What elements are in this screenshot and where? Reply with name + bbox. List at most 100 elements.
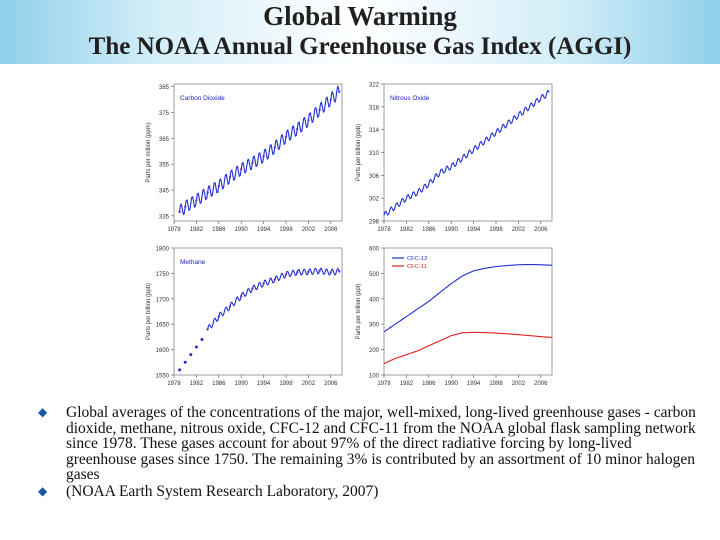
data-point — [262, 282, 265, 285]
y-tick-label: 400 — [369, 297, 380, 303]
x-tick-label: 1994 — [257, 227, 271, 233]
y-tick-label: 355 — [159, 163, 170, 169]
x-tick-label: 2002 — [302, 227, 316, 233]
y-tick-label: 600 — [369, 247, 380, 253]
chart-panel-3: 1550 1600 1650 1700 1750 1800 1978 1982 1986 1990… — [146, 247, 343, 387]
y-tick-label: 365 — [159, 137, 170, 143]
data-point — [329, 98, 332, 101]
data-point — [217, 184, 220, 188]
x-tick-label: 1986 — [422, 381, 436, 387]
data-point — [228, 175, 232, 179]
x-tick-label: 1994 — [467, 381, 481, 387]
header-banner: Global Warming The NOAA Annual Greenhous… — [0, 0, 720, 64]
x-tick-label: 2006 — [534, 227, 548, 233]
panel-label: Methane — [180, 259, 206, 266]
y-axis-label: Parts per billion (ppb) — [356, 124, 362, 181]
y-tick-label: 1600 — [156, 348, 170, 354]
y-tick-label: 322 — [369, 83, 380, 89]
y-axis-label: Parts per million (ppm) — [146, 122, 152, 182]
x-tick-label: 1998 — [489, 227, 503, 233]
data-point — [338, 90, 341, 93]
x-tick-label: 2002 — [512, 227, 526, 233]
data-point — [296, 271, 299, 274]
x-tick-label: 1982 — [190, 381, 204, 387]
data-point — [217, 315, 220, 318]
y-tick-label: 100 — [369, 374, 380, 380]
data-point — [262, 155, 265, 158]
data-point — [240, 168, 243, 171]
chart-panel-1: 335 345 355 365 375 385 1978 1982 1986 1990 1994 19… — [146, 83, 343, 233]
y-tick-label: 1550 — [156, 374, 170, 380]
data-point — [251, 287, 254, 290]
page-subtitle: The NOAA Annual Greenhouse Gas Index (AG… — [88, 33, 632, 60]
y-tick-label: 200 — [369, 348, 380, 354]
x-tick-label: 1978 — [377, 381, 391, 387]
x-tick-label: 2002 — [512, 381, 526, 387]
y-tick-label: 335 — [159, 214, 170, 220]
y-tick-label: 1750 — [156, 272, 170, 278]
y-axis-label: Parts per billion (ppb) — [146, 283, 152, 340]
plot-frame — [383, 247, 553, 376]
y-tick-label: 298 — [369, 220, 380, 226]
x-tick-label: 1982 — [190, 227, 204, 233]
y-tick-label: 300 — [369, 323, 380, 329]
x-tick-label: 1986 — [212, 381, 226, 387]
y-tick-label: 1650 — [156, 323, 170, 329]
series-line-cfc-12 — [383, 263, 553, 333]
data-point — [338, 270, 341, 273]
chart-panel-4: 100 200 300 400 500 600 1978 1982 1986 1990 1994 19… — [356, 247, 553, 387]
data-point — [200, 337, 204, 341]
y-tick-label: 314 — [369, 128, 380, 134]
series-line-n2o — [383, 89, 550, 216]
series-line-co2 — [179, 85, 340, 216]
chart-panel-2: 298 302 306 310 314 318 322 1978 1982 1986 1990 199… — [356, 83, 553, 233]
data-point — [318, 269, 321, 273]
y-axis-label: Parts per trillion (ppt) — [356, 284, 362, 340]
data-point — [273, 146, 276, 149]
data-point — [228, 305, 232, 308]
data-point — [195, 199, 198, 202]
bullet-text: Global averages of the concentrations of… — [66, 404, 696, 484]
chart-grid: 335 345 355 365 375 385 1978 1982 1986 1990 1994 19… — [146, 83, 553, 387]
y-tick-label: 375 — [159, 111, 170, 117]
data-point — [206, 191, 209, 194]
x-tick-label: 1998 — [489, 381, 503, 387]
data-point — [189, 353, 193, 357]
x-tick-label: 1978 — [167, 227, 181, 233]
plot-frame — [173, 247, 343, 376]
x-tick-label: 1990 — [445, 227, 459, 233]
y-tick-label: 1700 — [156, 297, 170, 303]
bullet-item: ◆ (NOAA Earth System Research Laboratory… — [38, 484, 698, 500]
x-tick-label: 2006 — [324, 381, 338, 387]
y-tick-label: 500 — [369, 272, 380, 278]
x-tick-label: 1986 — [212, 227, 226, 233]
page-title: Global Warming — [263, 1, 457, 31]
y-tick-label: 385 — [159, 85, 170, 91]
diamond-bullet-icon: ◆ — [38, 483, 48, 498]
data-point — [307, 118, 310, 122]
x-tick-label: 1990 — [235, 381, 249, 387]
legend-label: CFC-12 — [407, 256, 427, 262]
y-tick-label: 318 — [369, 105, 380, 111]
x-tick-label: 1994 — [257, 381, 271, 387]
panel-label: Nitrous Oxide — [390, 95, 430, 102]
x-tick-label: 1982 — [400, 381, 414, 387]
data-point — [329, 271, 332, 274]
data-point — [194, 345, 198, 349]
data-point — [318, 108, 321, 112]
x-tick-label: 2002 — [302, 381, 316, 387]
data-point — [284, 135, 288, 139]
data-point — [178, 368, 182, 372]
data-point — [284, 273, 288, 276]
data-point — [183, 360, 187, 364]
data-point — [206, 328, 209, 331]
diamond-bullet-icon: ◆ — [38, 405, 48, 419]
x-tick-label: 1990 — [445, 381, 459, 387]
data-point — [273, 278, 276, 281]
x-tick-label: 1990 — [235, 227, 249, 233]
x-tick-label: 2006 — [324, 227, 338, 233]
data-point — [296, 128, 299, 131]
data-point — [240, 295, 243, 298]
bullet-text: (NOAA Earth System Research Laboratory, … — [66, 482, 379, 500]
x-tick-label: 1994 — [467, 227, 481, 233]
